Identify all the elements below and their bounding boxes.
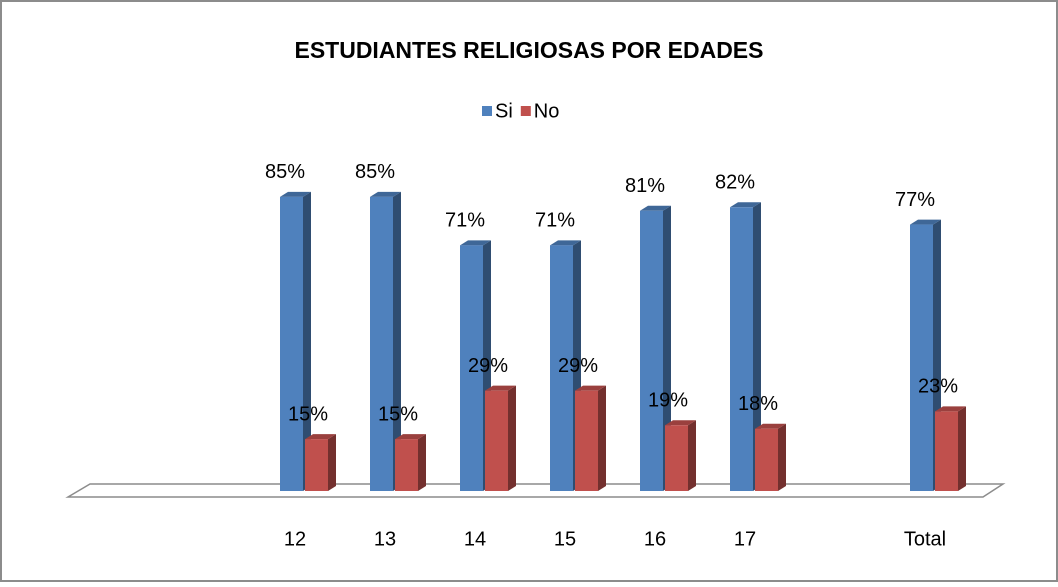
bar-front bbox=[665, 425, 688, 491]
bar-top bbox=[305, 434, 336, 440]
bar bbox=[305, 434, 336, 491]
bar-top bbox=[755, 423, 786, 429]
bar-top bbox=[460, 240, 491, 246]
bar-top bbox=[550, 240, 581, 246]
bar bbox=[935, 406, 966, 491]
legend-swatch bbox=[520, 106, 531, 116]
data-label: 29% bbox=[558, 355, 598, 377]
data-label: 23% bbox=[918, 376, 958, 398]
data-label: 18% bbox=[738, 393, 778, 415]
bar-top bbox=[575, 385, 606, 391]
bar-side bbox=[958, 406, 966, 491]
bar-top bbox=[640, 205, 671, 211]
bar-front bbox=[575, 390, 598, 491]
bar-side bbox=[598, 385, 606, 491]
bar-top bbox=[910, 219, 941, 225]
data-label: 81% bbox=[625, 175, 665, 197]
x-tick-label: Total bbox=[904, 528, 946, 550]
bar-front bbox=[550, 245, 573, 491]
data-label: 71% bbox=[445, 210, 485, 232]
bar-side bbox=[418, 434, 426, 491]
bar-side bbox=[303, 191, 311, 491]
bar bbox=[665, 420, 696, 491]
bar-side bbox=[328, 434, 336, 491]
bar-top bbox=[370, 191, 401, 197]
bar bbox=[370, 191, 401, 491]
bar-top bbox=[935, 406, 966, 412]
data-label: 29% bbox=[468, 355, 508, 377]
data-label: 15% bbox=[288, 403, 328, 425]
bar-front bbox=[370, 196, 393, 491]
bar-side bbox=[778, 423, 786, 491]
bar-front bbox=[395, 439, 418, 491]
bar bbox=[280, 191, 311, 491]
bar-front bbox=[730, 207, 753, 491]
bar-side bbox=[508, 385, 516, 491]
bar-front bbox=[460, 245, 483, 491]
bar-side bbox=[663, 205, 671, 492]
bar bbox=[730, 202, 761, 491]
bar-front bbox=[935, 411, 958, 491]
data-label: 85% bbox=[265, 161, 305, 183]
x-tick-label: 14 bbox=[464, 528, 486, 550]
x-tick-label: 13 bbox=[374, 528, 396, 550]
bar-front bbox=[485, 390, 508, 491]
x-tick-label: 17 bbox=[734, 528, 756, 550]
bar-top bbox=[665, 420, 696, 426]
bar bbox=[575, 385, 606, 491]
chart-title: ESTUDIANTES RELIGIOSAS POR EDADES bbox=[294, 37, 763, 63]
bar-front bbox=[640, 210, 663, 492]
data-label: 85% bbox=[355, 161, 395, 183]
bar-side bbox=[393, 191, 401, 491]
bar-front bbox=[755, 428, 778, 491]
data-label: 15% bbox=[378, 403, 418, 425]
bar-front bbox=[305, 439, 328, 491]
data-label: 71% bbox=[535, 210, 575, 232]
bar-side bbox=[753, 202, 761, 491]
legend-label: Si bbox=[495, 100, 513, 122]
bar bbox=[640, 205, 671, 492]
legend-label: No bbox=[534, 100, 560, 122]
x-tick-label: 12 bbox=[284, 528, 306, 550]
legend-swatch bbox=[482, 106, 492, 116]
data-label: 19% bbox=[648, 390, 688, 412]
bar bbox=[485, 385, 516, 491]
bar bbox=[755, 423, 786, 491]
bar-front bbox=[910, 224, 933, 491]
bar bbox=[395, 434, 426, 491]
bar-top bbox=[730, 202, 761, 208]
bar-front bbox=[280, 196, 303, 491]
x-tick-label: 15 bbox=[554, 528, 576, 550]
data-label: 82% bbox=[715, 172, 755, 194]
data-label: 77% bbox=[895, 189, 935, 211]
x-tick-label: 16 bbox=[644, 528, 666, 550]
bar-top bbox=[485, 385, 516, 391]
bar-top bbox=[280, 191, 311, 197]
bar-top bbox=[395, 434, 426, 440]
floor bbox=[65, 483, 1006, 498]
bar-side bbox=[688, 420, 696, 491]
